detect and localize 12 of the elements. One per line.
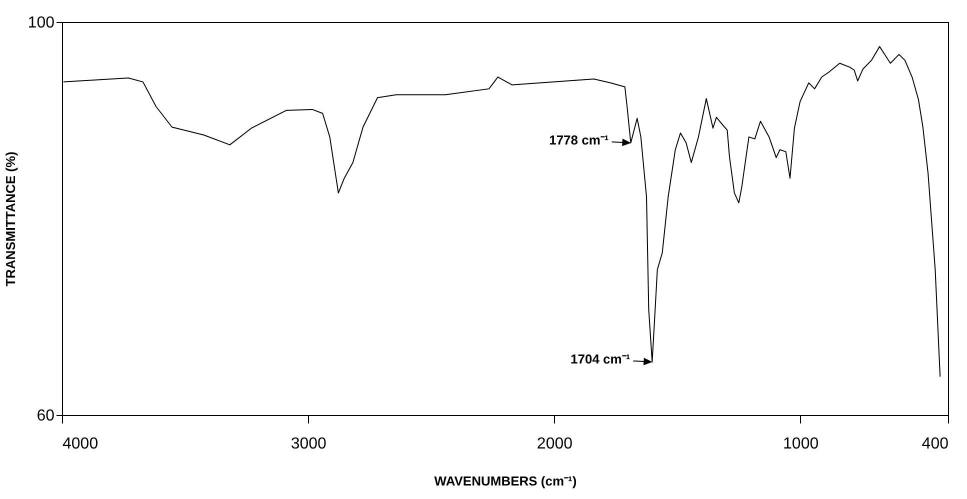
x-tick-label: 400: [922, 436, 949, 452]
line-series: [62, 46, 941, 378]
annotation: 1778 cm⁻¹: [549, 132, 609, 148]
y-tick-label: 100: [28, 14, 55, 32]
x-tick-label: 4000: [62, 436, 98, 452]
x-tick-label: 3000: [290, 436, 327, 452]
x-axis-title: WAVENUMBERS (cm⁻¹): [434, 474, 577, 488]
x-tick-label: 1000: [783, 436, 819, 452]
y-tick-label: 60: [36, 408, 55, 424]
y-axis-title: TRANSMITTANCE (%): [2, 152, 18, 286]
x-tick-label: 2000: [536, 436, 573, 452]
annotation: 1704 cm⁻¹: [570, 351, 630, 366]
